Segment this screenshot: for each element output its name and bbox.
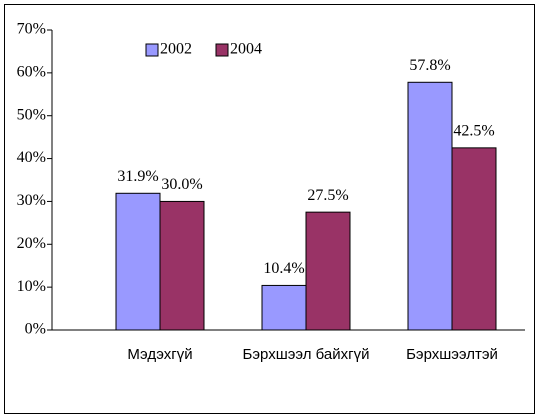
y-tick-label: 20% [17, 235, 46, 252]
bar [407, 81, 453, 331]
value-label: 31.9% [117, 168, 158, 185]
legend-swatch [215, 43, 229, 57]
value-label: 42.5% [453, 123, 494, 140]
x-tick-label: Мэдэхгүй [127, 346, 193, 363]
x-tick-label: Бэрхшээл байхгүй [242, 346, 370, 363]
value-label: 30.0% [161, 176, 202, 193]
y-tick-label: 60% [17, 64, 46, 81]
bar [159, 200, 205, 331]
value-label: 10.4% [263, 260, 304, 277]
y-tick-label: 40% [17, 149, 46, 166]
y-tick-label: 10% [17, 278, 46, 295]
y-tick-label: 30% [17, 192, 46, 209]
bar [305, 211, 351, 331]
legend-label: 2004 [230, 41, 262, 58]
y-tick-label: 0% [25, 321, 46, 338]
y-tick-label: 50% [17, 106, 46, 123]
legend-swatch [145, 43, 159, 57]
bar [115, 192, 161, 331]
value-label: 57.8% [409, 57, 450, 74]
bar [261, 284, 307, 331]
y-tick-label: 70% [17, 21, 46, 38]
x-tick-label: Бэрхшээлтэй [406, 346, 498, 363]
value-label: 27.5% [307, 187, 348, 204]
legend-label: 2002 [160, 41, 192, 58]
bar [451, 147, 497, 331]
